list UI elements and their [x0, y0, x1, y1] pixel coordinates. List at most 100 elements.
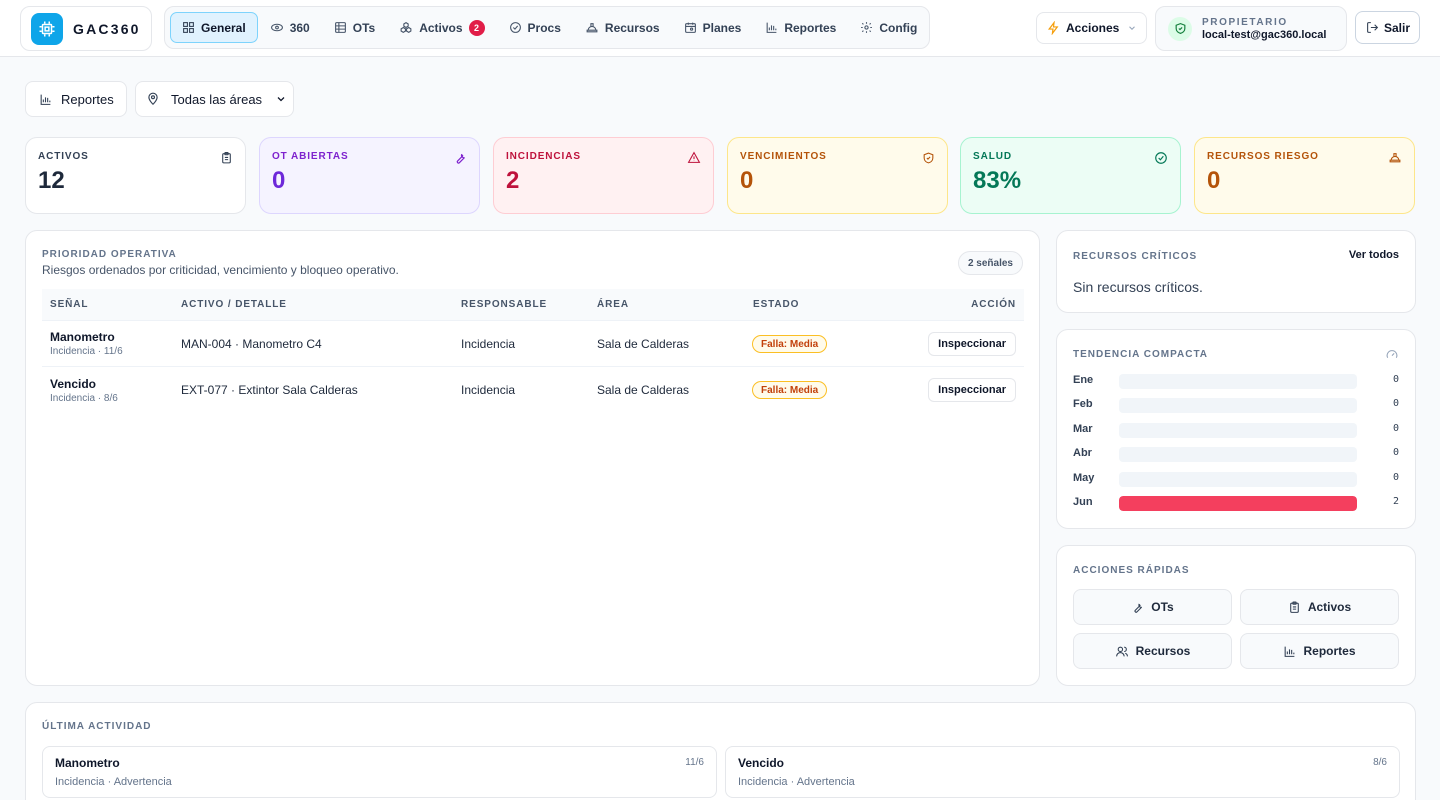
inspect-button[interactable]: Inspeccionar	[928, 378, 1016, 402]
nav-item-360[interactable]: 360	[258, 12, 322, 43]
map-pin-icon	[148, 92, 158, 106]
bar-chart-icon	[1285, 646, 1295, 657]
activity-item[interactable]: Vencido Incidencia · Advertencia 8/6	[725, 746, 1400, 798]
trend-value: 0	[1392, 398, 1399, 409]
trend-month: Abr	[1073, 447, 1092, 459]
status-badge: Falla: Media	[752, 381, 828, 399]
column-header: SEÑAL	[50, 299, 89, 310]
column-header: RESPONSABLE	[461, 299, 548, 310]
nav-item-config[interactable]: Config	[848, 12, 929, 43]
trend-track	[1119, 374, 1357, 389]
kpi-label: RECURSOS RIESGO	[1207, 151, 1319, 162]
nav-item-ots[interactable]: OTs	[322, 12, 387, 43]
column-header: ÁREA	[597, 299, 629, 310]
trend-month: May	[1073, 472, 1095, 484]
nav-item-planes[interactable]: Planes	[672, 12, 754, 43]
reports-filter-button[interactable]: Reportes	[25, 81, 127, 117]
row-signal-sub: Incidencia · 8/6	[50, 393, 118, 404]
row-area: Sala de Calderas	[597, 337, 690, 351]
kpi-label: INCIDENCIAS	[506, 151, 581, 162]
kpi-card-vencimientos[interactable]: VENCIMIENTOS 0	[727, 137, 948, 214]
view-all-link[interactable]: Ver todos	[1348, 249, 1399, 261]
nav-label: General	[201, 20, 246, 35]
nav-item-activos[interactable]: Activos 2	[387, 12, 496, 43]
priority-title: PRIORIDAD OPERATIVA	[42, 249, 177, 260]
row-detail: MAN-004 · Manometro C4	[181, 337, 322, 351]
row-owner: Incidencia	[461, 383, 516, 397]
clipboard-icon	[1289, 601, 1299, 613]
priority-panel: PRIORIDAD OPERATIVA Riesgos ordenados po…	[25, 230, 1040, 686]
trend-value: 2	[1392, 496, 1399, 507]
logout-icon	[1367, 22, 1379, 33]
inspect-button[interactable]: Inspeccionar	[928, 332, 1016, 356]
trend-track	[1119, 472, 1357, 487]
trend-value: 0	[1392, 472, 1399, 483]
kpi-value: 2	[506, 167, 520, 194]
activity-item-title: Manometro	[55, 756, 120, 770]
kpi-card-ot-abiertas[interactable]: OT ABIERTAS 0	[259, 137, 480, 214]
chevron-down-icon	[1129, 26, 1136, 30]
kpi-label: ACTIVOS	[38, 151, 89, 162]
trend-row: Abr 0	[1073, 446, 1399, 462]
nav-label: 360	[289, 20, 310, 35]
quick-recursos-button[interactable]: Recursos	[1073, 633, 1232, 669]
gear-icon	[861, 22, 873, 33]
trend-value: 0	[1392, 423, 1399, 434]
nav-label: Activos	[419, 20, 463, 35]
status-badge: Falla: Media	[752, 335, 828, 353]
row-owner: Incidencia	[461, 337, 516, 351]
trend-value: 0	[1392, 447, 1399, 458]
trend-month: Feb	[1073, 398, 1093, 410]
nav-item-reportes[interactable]: Reportes	[753, 12, 848, 43]
area-select[interactable]: Todas las áreas	[135, 81, 294, 117]
nav-item-general[interactable]: General	[170, 12, 258, 43]
boxes-icon	[400, 21, 412, 34]
chip-icon	[31, 12, 63, 45]
brand-logo[interactable]: GAC360	[20, 6, 152, 51]
trend-row: Jun 2	[1073, 495, 1399, 511]
calendar-icon	[684, 22, 696, 33]
table-row[interactable]: Vencido Incidencia · 8/6 EXT-077 · Extin…	[42, 366, 1024, 412]
nav-item-recursos[interactable]: Recursos	[573, 12, 672, 43]
kpi-card-incidencias[interactable]: INCIDENCIAS 2	[493, 137, 714, 214]
table-row[interactable]: Manometro Incidencia · 11/6 MAN-004 · Ma…	[42, 320, 1024, 366]
quick-ots-button[interactable]: OTs	[1073, 589, 1232, 625]
trend-row: Feb 0	[1073, 397, 1399, 413]
activity-item-sub: Incidencia · Advertencia	[738, 776, 855, 788]
trend-track	[1119, 423, 1357, 438]
row-signal-sub: Incidencia · 11/6	[50, 346, 123, 357]
kpi-card-salud[interactable]: SALUD 83%	[960, 137, 1181, 214]
table-icon	[334, 22, 346, 33]
column-header: ESTADO	[753, 299, 800, 310]
kpi-label: VENCIMIENTOS	[740, 151, 827, 162]
actions-label: Acciones	[1066, 21, 1120, 35]
shield-check-icon	[1168, 16, 1192, 41]
activos-count-badge: 2	[468, 19, 485, 36]
quick-button-label: Reportes	[1303, 644, 1356, 658]
check-circle-icon	[1155, 152, 1167, 164]
priority-subtitle: Riesgos ordenados por criticidad, vencim…	[42, 263, 399, 277]
nav-label: Config	[879, 20, 918, 35]
kpi-label: OT ABIERTAS	[272, 151, 349, 162]
activity-item-title: Vencido	[738, 756, 785, 770]
quick-activos-button[interactable]: Activos	[1240, 589, 1399, 625]
trend-row: Mar 0	[1073, 422, 1399, 438]
column-header: ACTIVO / DETALLE	[181, 299, 287, 310]
nav-item-procs[interactable]: Procs	[497, 12, 573, 43]
actions-dropdown[interactable]: Acciones	[1036, 12, 1147, 44]
quick-reportes-button[interactable]: Reportes	[1240, 633, 1399, 669]
kpi-card-recursos-riesgo[interactable]: RECURSOS RIESGO 0	[1194, 137, 1415, 214]
trend-panel: TENDENCIA COMPACTA Ene 0 Feb 0 Mar 0 Abr…	[1056, 329, 1416, 529]
shield-icon	[923, 152, 934, 164]
trend-month: Jun	[1073, 496, 1093, 508]
logout-button[interactable]: Salir	[1355, 11, 1420, 44]
reports-filter-label: Reportes	[61, 91, 114, 107]
eye-icon	[270, 23, 283, 32]
quick-actions-panel: ACCIONES RÁPIDAS OTs Activos Recursos Re…	[1056, 545, 1416, 686]
kpi-card-activos[interactable]: ACTIVOS 12	[25, 137, 246, 214]
activity-item[interactable]: Manometro Incidencia · Advertencia 11/6	[42, 746, 717, 798]
user-card[interactable]: PROPIETARIO local-test@gac360.local	[1155, 6, 1347, 51]
check-circle-icon	[509, 22, 521, 33]
critical-title: RECURSOS CRÍTICOS	[1073, 251, 1198, 262]
kpi-value: 0	[1207, 167, 1221, 194]
